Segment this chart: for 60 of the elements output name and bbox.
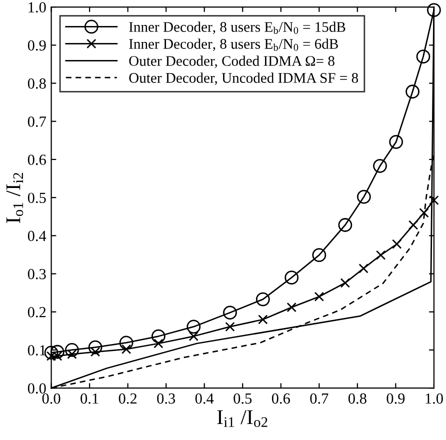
x-tick-label: 0.0 (42, 393, 60, 404)
point (312, 248, 326, 262)
point (223, 306, 237, 320)
point (188, 331, 199, 342)
y-tick-label: 0.5 (28, 192, 46, 204)
point (416, 50, 430, 64)
point (121, 344, 132, 354)
point (65, 343, 79, 357)
point (358, 264, 368, 274)
point (256, 292, 270, 306)
legend-label: Inner Decoder, 8 users E$_{b}$/N$_{0}$ = 15dB (129, 22, 346, 34)
x-tick-label: 0.6 (272, 393, 290, 404)
point (154, 338, 164, 348)
point (376, 250, 386, 260)
x-tick-label: 0.3 (157, 393, 176, 404)
point (408, 220, 418, 230)
x-tick-label: 0.9 (386, 393, 405, 404)
point (258, 314, 268, 324)
point (338, 218, 352, 232)
x-tick-label: 0.8 (348, 393, 366, 404)
point (314, 292, 324, 302)
point (356, 190, 371, 204)
y-tick-label: 0.4 (28, 230, 46, 242)
y-tick-label: 1.0 (28, 2, 46, 13)
point (225, 322, 235, 332)
x-axis-title: I$_{i1}$ /I$_{o2}$ (217, 410, 268, 428)
y-tick-label: 0.1 (28, 345, 46, 356)
point (340, 278, 350, 288)
point (119, 336, 134, 350)
x-tick-label: 0.4 (195, 393, 214, 404)
point (284, 270, 299, 285)
point (286, 302, 296, 312)
x-tick-label: 0.1 (80, 393, 98, 404)
y-axis-title: I$_{o1}$ /I$_{i2}$ (6, 172, 24, 223)
y-tick-label: 0.2 (28, 307, 46, 318)
point (392, 239, 402, 249)
y-tick-label: 0.6 (28, 154, 46, 165)
point (427, 3, 441, 18)
y-tick-label: 0.0 (28, 383, 46, 394)
x-tick-label: 0.2 (118, 393, 137, 404)
y-tick-label: 0.8 (28, 78, 46, 89)
legend-label: Outer Decoder, Coded IDMA Ω= 8 (129, 56, 334, 68)
point (406, 84, 420, 99)
point (429, 195, 439, 206)
point (186, 320, 201, 334)
legend-label: Outer Decoder, Uncoded IDMA SF = 8 (129, 72, 358, 85)
y-tick-label: 0.3 (28, 268, 46, 280)
x-tick-label: 1.0 (426, 393, 443, 404)
point (419, 208, 429, 218)
point (151, 329, 166, 344)
y-tick-label: 0.7 (28, 116, 46, 127)
x-tick-label: 0.5 (234, 393, 252, 404)
x-tick-label: 0.7 (310, 393, 328, 404)
point (389, 134, 404, 149)
point (373, 158, 387, 173)
y-tick-label: 0.9 (28, 40, 46, 51)
legend-label: Inner Decoder, 8 users E$_{b}$/N$_{0}$ = 6dB (129, 38, 338, 51)
point (44, 346, 58, 360)
point (50, 344, 64, 359)
point (88, 340, 102, 354)
